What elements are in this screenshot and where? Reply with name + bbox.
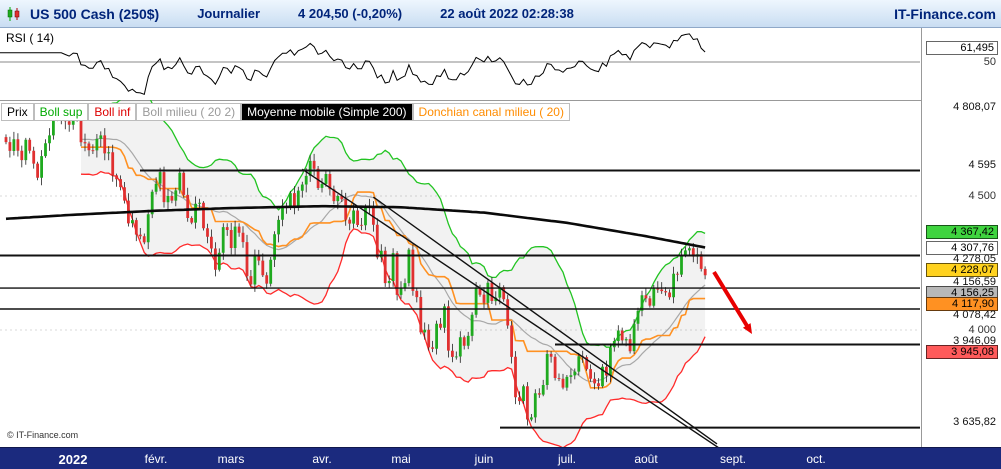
x-axis-month-label: oct. <box>806 452 826 466</box>
price-scale-badge: 3 945,08 <box>926 345 998 359</box>
price-panel-chart[interactable] <box>0 100 921 447</box>
indicator-legend: Prix Boll sup Boll inf Boll milieu ( 20 … <box>1 103 570 121</box>
price-scale-label: 50 <box>983 56 996 68</box>
legend-item-prix[interactable]: Prix <box>1 103 34 121</box>
trend-line <box>372 196 718 445</box>
legend-item-boll-inf[interactable]: Boll inf <box>88 103 137 121</box>
x-axis-month-label: mai <box>391 452 411 466</box>
price-scale-label: 4 078,42 <box>953 309 996 322</box>
x-axis-month-label: avr. <box>312 452 332 466</box>
timeframe-label[interactable]: Journalier <box>197 6 261 21</box>
copyright-watermark: © IT-Finance.com <box>5 430 81 440</box>
price-scale-label: 3 946,09 <box>953 335 996 347</box>
price-scale-label: 4 156,59 <box>953 276 996 289</box>
price-scale-label: 4 808,07 <box>953 101 996 114</box>
rsi-indicator-label[interactable]: RSI ( 14) <box>3 31 58 45</box>
last-quote: 4 204,50 (-0,20%) <box>298 6 403 21</box>
trend-line <box>301 168 719 447</box>
price-scale-badge: 4 228,07 <box>926 262 998 277</box>
quote-datetime: 22 août 2022 02:28:38 <box>440 6 574 21</box>
price-scale-badge: 4 367,42 <box>926 224 998 239</box>
annotation-arrow-shaft <box>712 270 752 331</box>
x-axis-month-label: août <box>634 452 658 466</box>
price-scale: 61,495 50 4 808,07 4 595 4 500 4 367,42 4 307,… <box>922 28 1001 447</box>
panel-divider <box>0 100 1001 101</box>
mm200-line <box>5 204 706 249</box>
brand-logo-text: IT-Finance.com <box>894 5 996 22</box>
x-axis-year-label: 2022 <box>58 452 88 467</box>
x-axis-month-label: févr. <box>144 452 168 466</box>
scale-separator <box>921 28 922 447</box>
price-scale-badge: 4 117,90 <box>926 297 998 312</box>
rsi-panel-chart[interactable] <box>0 28 921 100</box>
x-axis-month-label: sept. <box>719 452 747 466</box>
legend-item-boll-milieu[interactable]: Boll milieu ( 20 2) <box>136 103 242 121</box>
donchian-mid-line <box>81 146 706 389</box>
x-axis-month-label: juil. <box>557 452 577 466</box>
x-axis-month-label: mars <box>217 452 245 466</box>
rsi-line <box>0 33 706 95</box>
header-bar: US 500 Cash (250$) Journalier 4 204,50 (… <box>0 0 1001 28</box>
price-scale-label: 4 278,05 <box>953 252 996 265</box>
x-axis-month-label: juin <box>474 452 494 466</box>
price-scale-label: 4 500 <box>968 190 996 202</box>
price-scale-label: 3 635,82 <box>953 415 996 428</box>
price-scale-label: 4 595 <box>968 158 996 171</box>
price-scale-badge: 61,495 <box>926 41 998 55</box>
price-scale-badge: 4 307,76 <box>926 240 998 255</box>
chart-icon <box>7 6 20 21</box>
legend-item-donchian[interactable]: Donchian canal milieu ( 20) <box>412 103 570 121</box>
price-scale-label: 4 000 <box>968 324 996 336</box>
instrument-title: US 500 Cash (250$) <box>30 5 160 22</box>
legend-item-boll-sup[interactable]: Boll sup <box>33 103 89 121</box>
annotation-arrow-head <box>742 323 752 334</box>
time-axis-bar[interactable]: 2022 févr. mars avr. mai juin juil. août sept. oc… <box>0 447 1001 469</box>
legend-item-moyenne-mobile[interactable]: Moyenne mobile (Simple 200) <box>241 103 413 121</box>
